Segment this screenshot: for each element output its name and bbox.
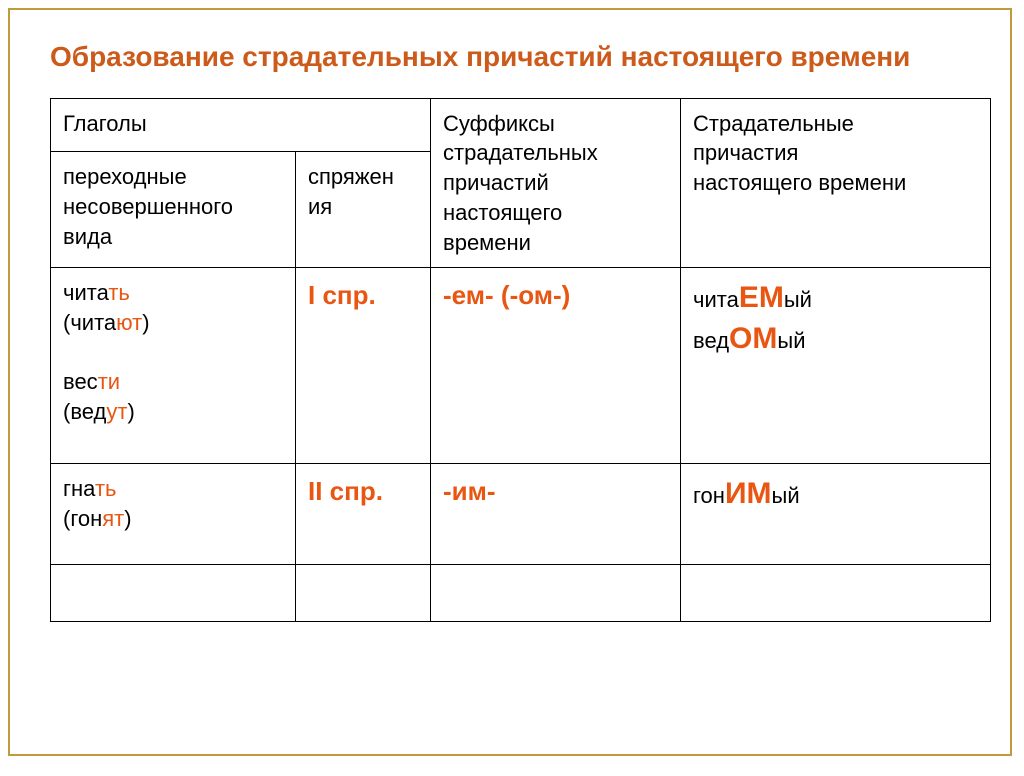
participle-formation-table: Глаголы Суффиксы страдательных причастий… [50, 98, 991, 622]
col-header-verbs: Глаголы [51, 98, 431, 151]
verb-stem: вес [63, 369, 98, 394]
cell-suffix-2: -им- [431, 464, 681, 565]
cell-verbs-2: гнать (гонят) [51, 464, 296, 565]
verb-ending: ти [98, 369, 120, 394]
header-suffixes-l4: настоящего [443, 200, 562, 225]
table-row: читать (читают) вести (ведут) I спр. -ем… [51, 268, 991, 464]
header-participles-l3: настоящего времени [693, 170, 906, 195]
suffix-label: -ем- (-ом-) [443, 280, 570, 310]
subheader-trans-l1: переходные [63, 164, 187, 189]
col-subheader-transitive: переходные несовершенного вида [51, 152, 296, 268]
subheader-conj-l1: спряжен [308, 164, 394, 189]
participle-suffix: ИМ [725, 477, 772, 510]
header-participles-l2: причастия [693, 140, 798, 165]
header-suffixes-l5: времени [443, 230, 531, 255]
page-title: Образование страдательных причастий наст… [10, 10, 1010, 98]
subheader-trans-l2: несовершенного [63, 194, 233, 219]
table-row: гнать (гонят) II спр. -им- гонИМый [51, 464, 991, 565]
col-header-participles: Страдательные причастия настоящего време… [681, 98, 991, 267]
paren-close: ) [127, 399, 134, 424]
cell-suffix-1: -ем- (-ом-) [431, 268, 681, 464]
verb-plural-ending: ят [102, 506, 124, 531]
participle-suffix: ОМ [729, 322, 777, 355]
paren-close: ) [124, 506, 131, 531]
participle-ending: ый [772, 483, 800, 508]
table-row-empty [51, 565, 991, 622]
verb-plural-ending: ут [106, 399, 127, 424]
subheader-conj-l2: ия [308, 194, 332, 219]
subheader-trans-l3: вида [63, 224, 112, 249]
participle-prefix: вед [693, 328, 729, 353]
header-suffixes-l2: страдательных [443, 140, 598, 165]
empty-cell [296, 565, 431, 622]
cell-conjugation-1: I спр. [296, 268, 431, 464]
cell-verbs-1: читать (читают) вести (ведут) [51, 268, 296, 464]
verb-plural-stem: (чита [63, 310, 116, 335]
conjugation-label: I спр. [308, 280, 376, 310]
suffix-label: -им- [443, 476, 496, 506]
participle-suffix: ЕМ [739, 281, 784, 314]
cell-participle-2: гонИМый [681, 464, 991, 565]
cell-participle-1: читаЕМый ведОМый [681, 268, 991, 464]
header-suffixes-l1: Суффиксы [443, 111, 555, 136]
verb-ending: ть [95, 476, 117, 501]
verb-plural-stem: (гон [63, 506, 102, 531]
col-subheader-conjugation: спряжен ия [296, 152, 431, 268]
verb-stem: чита [63, 280, 108, 305]
verb-ending: ть [108, 280, 130, 305]
participle-ending: ый [784, 287, 812, 312]
paren-close: ) [142, 310, 149, 335]
header-participles-l1: Страдательные [693, 111, 854, 136]
cell-conjugation-2: II спр. [296, 464, 431, 565]
header-suffixes-l3: причастий [443, 170, 549, 195]
empty-cell [681, 565, 991, 622]
verb-stem: гна [63, 476, 95, 501]
participle-ending: ый [777, 328, 805, 353]
content-frame: Образование страдательных причастий наст… [8, 8, 1012, 756]
verb-plural-stem: (вед [63, 399, 106, 424]
table-header-row: Глаголы Суффиксы страдательных причастий… [51, 98, 991, 151]
participle-prefix: гон [693, 483, 725, 508]
col-header-suffixes: Суффиксы страдательных причастий настоящ… [431, 98, 681, 267]
conjugation-label: II спр. [308, 476, 383, 506]
empty-cell [431, 565, 681, 622]
verb-plural-ending: ют [116, 310, 142, 335]
empty-cell [51, 565, 296, 622]
participle-prefix: чита [693, 287, 739, 312]
